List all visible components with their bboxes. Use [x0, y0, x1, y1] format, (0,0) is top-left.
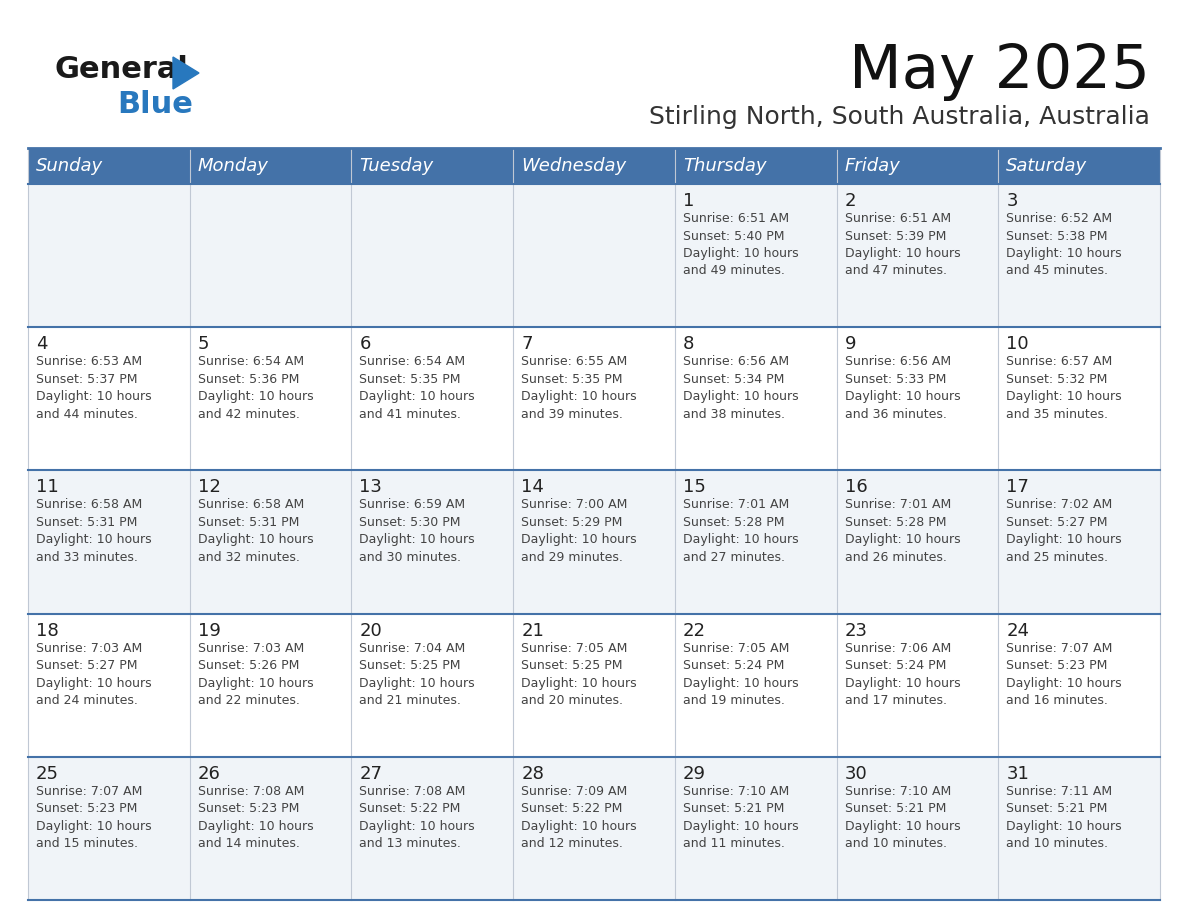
Text: Sunrise: 7:03 AM
Sunset: 5:27 PM
Daylight: 10 hours
and 24 minutes.: Sunrise: 7:03 AM Sunset: 5:27 PM Dayligh… — [36, 642, 152, 707]
Text: Sunrise: 6:59 AM
Sunset: 5:30 PM
Daylight: 10 hours
and 30 minutes.: Sunrise: 6:59 AM Sunset: 5:30 PM Dayligh… — [360, 498, 475, 564]
Text: 13: 13 — [360, 478, 383, 497]
Text: Sunrise: 7:04 AM
Sunset: 5:25 PM
Daylight: 10 hours
and 21 minutes.: Sunrise: 7:04 AM Sunset: 5:25 PM Dayligh… — [360, 642, 475, 707]
Text: Sunrise: 6:54 AM
Sunset: 5:35 PM
Daylight: 10 hours
and 41 minutes.: Sunrise: 6:54 AM Sunset: 5:35 PM Dayligh… — [360, 355, 475, 420]
Text: Sunrise: 7:07 AM
Sunset: 5:23 PM
Daylight: 10 hours
and 16 minutes.: Sunrise: 7:07 AM Sunset: 5:23 PM Dayligh… — [1006, 642, 1121, 707]
Bar — [29, 148, 1159, 184]
Text: 1: 1 — [683, 192, 694, 210]
Text: 8: 8 — [683, 335, 694, 353]
Text: Sunday: Sunday — [36, 157, 103, 175]
Text: Sunrise: 6:58 AM
Sunset: 5:31 PM
Daylight: 10 hours
and 32 minutes.: Sunrise: 6:58 AM Sunset: 5:31 PM Dayligh… — [197, 498, 314, 564]
Text: Sunrise: 7:10 AM
Sunset: 5:21 PM
Daylight: 10 hours
and 10 minutes.: Sunrise: 7:10 AM Sunset: 5:21 PM Dayligh… — [845, 785, 960, 850]
Text: Sunrise: 7:11 AM
Sunset: 5:21 PM
Daylight: 10 hours
and 10 minutes.: Sunrise: 7:11 AM Sunset: 5:21 PM Dayligh… — [1006, 785, 1121, 850]
Text: Thursday: Thursday — [683, 157, 766, 175]
Text: 20: 20 — [360, 621, 383, 640]
Text: Sunrise: 7:05 AM
Sunset: 5:24 PM
Daylight: 10 hours
and 19 minutes.: Sunrise: 7:05 AM Sunset: 5:24 PM Dayligh… — [683, 642, 798, 707]
Bar — [29, 756, 1159, 900]
Text: Sunrise: 6:56 AM
Sunset: 5:34 PM
Daylight: 10 hours
and 38 minutes.: Sunrise: 6:56 AM Sunset: 5:34 PM Dayligh… — [683, 355, 798, 420]
Text: Sunrise: 7:08 AM
Sunset: 5:23 PM
Daylight: 10 hours
and 14 minutes.: Sunrise: 7:08 AM Sunset: 5:23 PM Dayligh… — [197, 785, 314, 850]
Text: Sunrise: 7:01 AM
Sunset: 5:28 PM
Daylight: 10 hours
and 26 minutes.: Sunrise: 7:01 AM Sunset: 5:28 PM Dayligh… — [845, 498, 960, 564]
Bar — [29, 613, 1159, 756]
Text: 29: 29 — [683, 765, 706, 783]
Text: 24: 24 — [1006, 621, 1029, 640]
Text: Friday: Friday — [845, 157, 901, 175]
Text: 6: 6 — [360, 335, 371, 353]
Text: 5: 5 — [197, 335, 209, 353]
Text: 3: 3 — [1006, 192, 1018, 210]
Text: 21: 21 — [522, 621, 544, 640]
Text: Sunrise: 7:05 AM
Sunset: 5:25 PM
Daylight: 10 hours
and 20 minutes.: Sunrise: 7:05 AM Sunset: 5:25 PM Dayligh… — [522, 642, 637, 707]
Text: 12: 12 — [197, 478, 221, 497]
Text: 15: 15 — [683, 478, 706, 497]
Text: Wednesday: Wednesday — [522, 157, 626, 175]
Text: Sunrise: 6:51 AM
Sunset: 5:40 PM
Daylight: 10 hours
and 49 minutes.: Sunrise: 6:51 AM Sunset: 5:40 PM Dayligh… — [683, 212, 798, 277]
Text: 19: 19 — [197, 621, 221, 640]
Polygon shape — [173, 57, 200, 89]
Text: Tuesday: Tuesday — [360, 157, 434, 175]
Bar — [29, 470, 1159, 613]
Text: 17: 17 — [1006, 478, 1029, 497]
Text: Sunrise: 6:55 AM
Sunset: 5:35 PM
Daylight: 10 hours
and 39 minutes.: Sunrise: 6:55 AM Sunset: 5:35 PM Dayligh… — [522, 355, 637, 420]
Text: Sunrise: 6:58 AM
Sunset: 5:31 PM
Daylight: 10 hours
and 33 minutes.: Sunrise: 6:58 AM Sunset: 5:31 PM Dayligh… — [36, 498, 152, 564]
Text: 14: 14 — [522, 478, 544, 497]
Text: Sunrise: 7:10 AM
Sunset: 5:21 PM
Daylight: 10 hours
and 11 minutes.: Sunrise: 7:10 AM Sunset: 5:21 PM Dayligh… — [683, 785, 798, 850]
Text: Sunrise: 7:02 AM
Sunset: 5:27 PM
Daylight: 10 hours
and 25 minutes.: Sunrise: 7:02 AM Sunset: 5:27 PM Dayligh… — [1006, 498, 1121, 564]
Text: 16: 16 — [845, 478, 867, 497]
Text: Blue: Blue — [116, 90, 192, 119]
Text: General: General — [55, 55, 189, 84]
Text: 30: 30 — [845, 765, 867, 783]
Text: 23: 23 — [845, 621, 867, 640]
Text: Sunrise: 7:06 AM
Sunset: 5:24 PM
Daylight: 10 hours
and 17 minutes.: Sunrise: 7:06 AM Sunset: 5:24 PM Dayligh… — [845, 642, 960, 707]
Text: Sunrise: 7:00 AM
Sunset: 5:29 PM
Daylight: 10 hours
and 29 minutes.: Sunrise: 7:00 AM Sunset: 5:29 PM Dayligh… — [522, 498, 637, 564]
Text: Sunrise: 6:54 AM
Sunset: 5:36 PM
Daylight: 10 hours
and 42 minutes.: Sunrise: 6:54 AM Sunset: 5:36 PM Dayligh… — [197, 355, 314, 420]
Text: Sunrise: 7:03 AM
Sunset: 5:26 PM
Daylight: 10 hours
and 22 minutes.: Sunrise: 7:03 AM Sunset: 5:26 PM Dayligh… — [197, 642, 314, 707]
Text: 9: 9 — [845, 335, 857, 353]
Text: 18: 18 — [36, 621, 58, 640]
Text: Sunrise: 7:01 AM
Sunset: 5:28 PM
Daylight: 10 hours
and 27 minutes.: Sunrise: 7:01 AM Sunset: 5:28 PM Dayligh… — [683, 498, 798, 564]
Text: 26: 26 — [197, 765, 221, 783]
Bar — [29, 327, 1159, 470]
Text: Sunrise: 6:57 AM
Sunset: 5:32 PM
Daylight: 10 hours
and 35 minutes.: Sunrise: 6:57 AM Sunset: 5:32 PM Dayligh… — [1006, 355, 1121, 420]
Text: 7: 7 — [522, 335, 532, 353]
Text: Stirling North, South Australia, Australia: Stirling North, South Australia, Austral… — [649, 105, 1150, 129]
Text: Sunrise: 6:52 AM
Sunset: 5:38 PM
Daylight: 10 hours
and 45 minutes.: Sunrise: 6:52 AM Sunset: 5:38 PM Dayligh… — [1006, 212, 1121, 277]
Text: Sunrise: 7:08 AM
Sunset: 5:22 PM
Daylight: 10 hours
and 13 minutes.: Sunrise: 7:08 AM Sunset: 5:22 PM Dayligh… — [360, 785, 475, 850]
Text: 27: 27 — [360, 765, 383, 783]
Text: Saturday: Saturday — [1006, 157, 1087, 175]
Text: May 2025: May 2025 — [849, 42, 1150, 101]
Text: 25: 25 — [36, 765, 59, 783]
Text: 4: 4 — [36, 335, 48, 353]
Text: Monday: Monday — [197, 157, 268, 175]
Text: 2: 2 — [845, 192, 857, 210]
Text: 22: 22 — [683, 621, 706, 640]
Text: Sunrise: 6:56 AM
Sunset: 5:33 PM
Daylight: 10 hours
and 36 minutes.: Sunrise: 6:56 AM Sunset: 5:33 PM Dayligh… — [845, 355, 960, 420]
Text: Sunrise: 6:53 AM
Sunset: 5:37 PM
Daylight: 10 hours
and 44 minutes.: Sunrise: 6:53 AM Sunset: 5:37 PM Dayligh… — [36, 355, 152, 420]
Text: 10: 10 — [1006, 335, 1029, 353]
Text: 11: 11 — [36, 478, 58, 497]
Text: Sunrise: 7:07 AM
Sunset: 5:23 PM
Daylight: 10 hours
and 15 minutes.: Sunrise: 7:07 AM Sunset: 5:23 PM Dayligh… — [36, 785, 152, 850]
Text: Sunrise: 6:51 AM
Sunset: 5:39 PM
Daylight: 10 hours
and 47 minutes.: Sunrise: 6:51 AM Sunset: 5:39 PM Dayligh… — [845, 212, 960, 277]
Text: 31: 31 — [1006, 765, 1029, 783]
Text: 28: 28 — [522, 765, 544, 783]
Text: Sunrise: 7:09 AM
Sunset: 5:22 PM
Daylight: 10 hours
and 12 minutes.: Sunrise: 7:09 AM Sunset: 5:22 PM Dayligh… — [522, 785, 637, 850]
Bar — [29, 184, 1159, 327]
